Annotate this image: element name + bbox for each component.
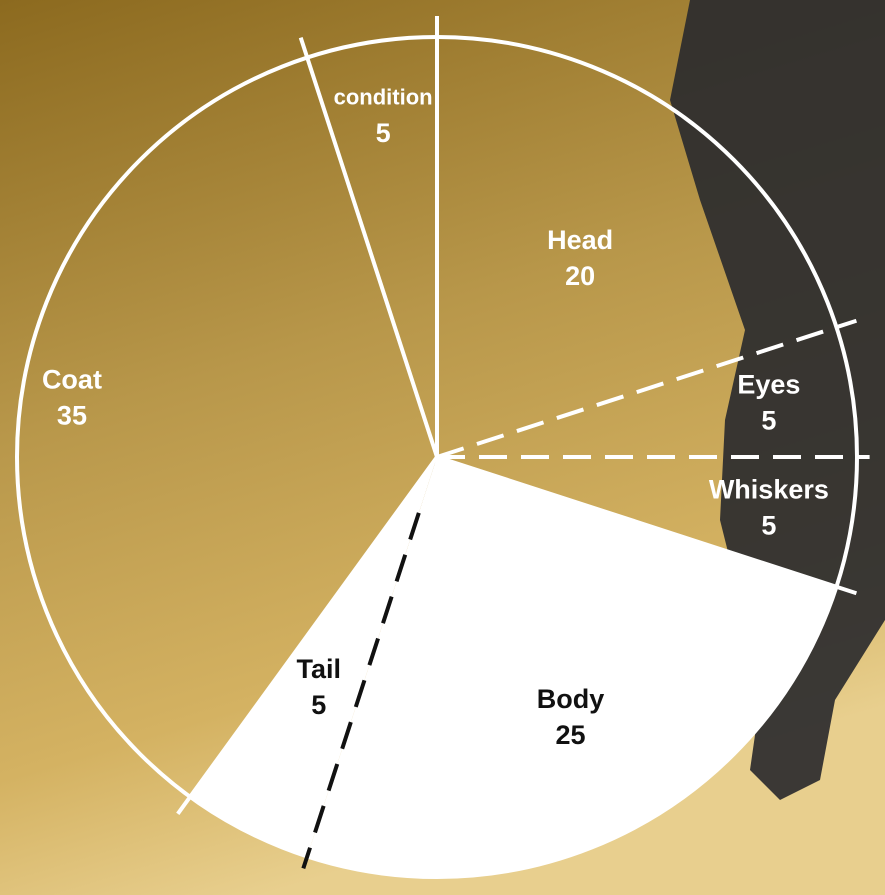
pie-slice <box>307 457 837 877</box>
slice-separator <box>176 455 439 815</box>
slice-label: Whiskers <box>709 475 829 505</box>
slice-label: condition <box>334 85 433 110</box>
slice-label: Tail <box>297 654 342 684</box>
pie-slice <box>190 457 437 857</box>
slice-separator <box>436 318 858 459</box>
slice-value: 20 <box>565 261 595 291</box>
slice-label: Body <box>537 684 605 714</box>
slice-label: Eyes <box>737 370 800 400</box>
slice-label: Coat <box>42 364 102 394</box>
slice-value: 5 <box>311 690 326 720</box>
slice-label: Head <box>547 225 613 255</box>
slice-separator <box>298 36 439 458</box>
pie: Head 20 Eyes 5 Whiskers 5 Body 25 Tail 5 Coat 35 con… <box>15 16 870 879</box>
slice-value: 35 <box>57 400 87 430</box>
slice-value: 5 <box>761 406 776 436</box>
slice-separator <box>436 455 858 596</box>
slice-value: 25 <box>555 720 585 750</box>
slice-separator <box>301 512 421 870</box>
slice-value: 5 <box>761 511 776 541</box>
slice-value: 5 <box>376 118 391 148</box>
